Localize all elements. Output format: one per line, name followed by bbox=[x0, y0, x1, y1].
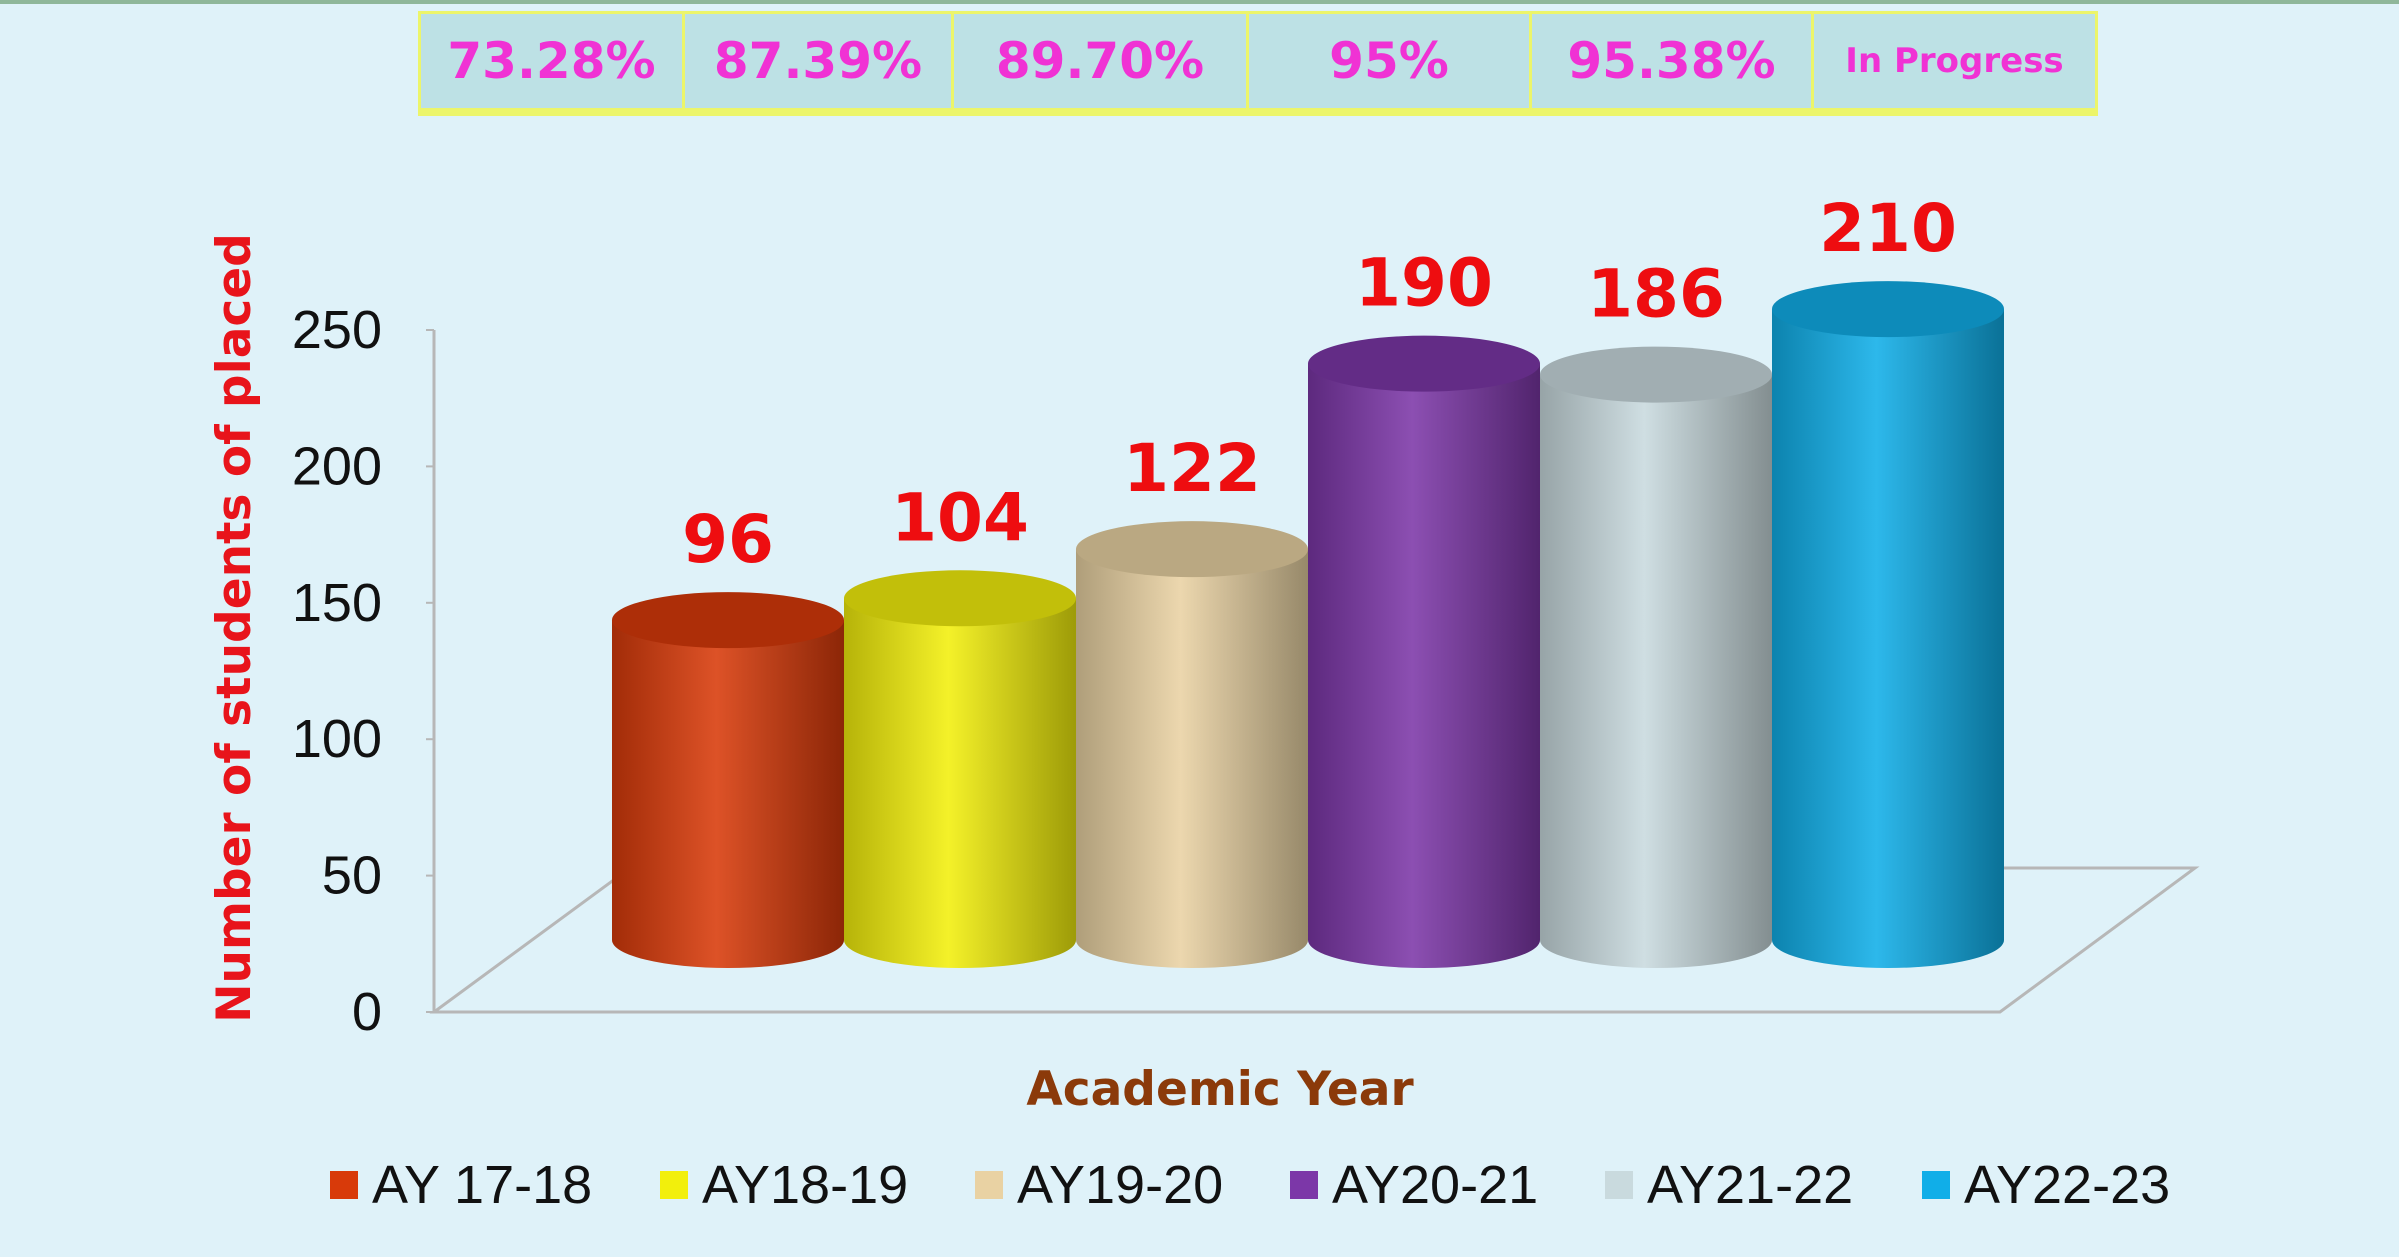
percent-cell: 89.70% bbox=[954, 14, 1249, 108]
legend-item: AY19-20 bbox=[975, 1145, 1223, 1225]
percent-cell: 87.39% bbox=[685, 14, 954, 108]
y-axis-label: Number of students of placed bbox=[207, 233, 262, 1023]
bar-ay20-21 bbox=[1308, 363, 1540, 968]
bar-top-ellipse bbox=[1308, 335, 1540, 392]
legend-swatch bbox=[660, 1171, 688, 1199]
bar-top-ellipse bbox=[844, 570, 1076, 627]
x-axis-label: Academic Year bbox=[1026, 1062, 1414, 1117]
y-tick-label: 200 bbox=[292, 436, 382, 496]
legend-label: AY21-22 bbox=[1647, 1155, 1854, 1215]
y-tick-label: 0 bbox=[352, 982, 382, 1042]
data-label: 186 bbox=[1587, 256, 1725, 333]
legend-swatch bbox=[1922, 1171, 1950, 1199]
percent-cell: 95% bbox=[1249, 14, 1532, 108]
percent-cell: 73.28% bbox=[421, 14, 685, 108]
legend-swatch bbox=[1290, 1171, 1318, 1199]
data-label: 122 bbox=[1123, 430, 1261, 507]
legend-label: AY18-19 bbox=[702, 1155, 909, 1215]
legend-label: AY20-21 bbox=[1332, 1155, 1539, 1215]
legend-swatch bbox=[1605, 1171, 1633, 1199]
percent-cell: 95.38% bbox=[1532, 14, 1814, 108]
bar-ay22-23 bbox=[1772, 309, 2004, 968]
bar-top-ellipse bbox=[1772, 281, 2004, 338]
bar-ay21-22 bbox=[1540, 374, 1772, 968]
y-tick-label: 250 bbox=[292, 300, 382, 360]
bar-top-ellipse bbox=[1076, 521, 1308, 578]
legend-item: AY21-22 bbox=[1605, 1145, 1853, 1225]
legend-item: AY18-19 bbox=[660, 1145, 908, 1225]
legend-swatch bbox=[975, 1171, 1003, 1199]
legend-item: AY22-23 bbox=[1922, 1145, 2170, 1225]
data-label: 104 bbox=[891, 479, 1029, 556]
legend-swatch bbox=[330, 1171, 358, 1199]
data-label: 210 bbox=[1819, 190, 1957, 267]
legend-item: AY20-21 bbox=[1290, 1145, 1538, 1225]
legend-item: AY 17-18 bbox=[330, 1145, 592, 1225]
bar-ay18-19 bbox=[844, 598, 1076, 968]
bar-ay19-20 bbox=[1076, 549, 1308, 968]
legend-label: AY22-23 bbox=[1964, 1155, 2171, 1215]
data-label: 190 bbox=[1355, 245, 1493, 322]
bar-ay17-18 bbox=[612, 620, 844, 968]
chart-floor bbox=[429, 866, 2200, 1014]
placement-percentage-table: 73.28% 87.39% 89.70% 95% 95.38% In Progr… bbox=[418, 11, 2098, 116]
y-tick-label: 50 bbox=[322, 846, 382, 906]
data-label: 96 bbox=[682, 501, 774, 578]
y-tick-label: 150 bbox=[292, 573, 382, 633]
bar-top-ellipse bbox=[612, 592, 844, 649]
bar-top-ellipse bbox=[1540, 346, 1772, 403]
top-border-line bbox=[0, 0, 2399, 4]
legend-label: AY 17-18 bbox=[372, 1155, 593, 1215]
percent-cell-in-progress: In Progress bbox=[1845, 41, 2064, 81]
y-tick-label: 100 bbox=[292, 709, 382, 769]
chart-legend: AY 17-18 AY18-19 AY19-20 AY20-21 AY21-22 AY22… bbox=[330, 1145, 2230, 1225]
legend-label: AY19-20 bbox=[1017, 1155, 1224, 1215]
